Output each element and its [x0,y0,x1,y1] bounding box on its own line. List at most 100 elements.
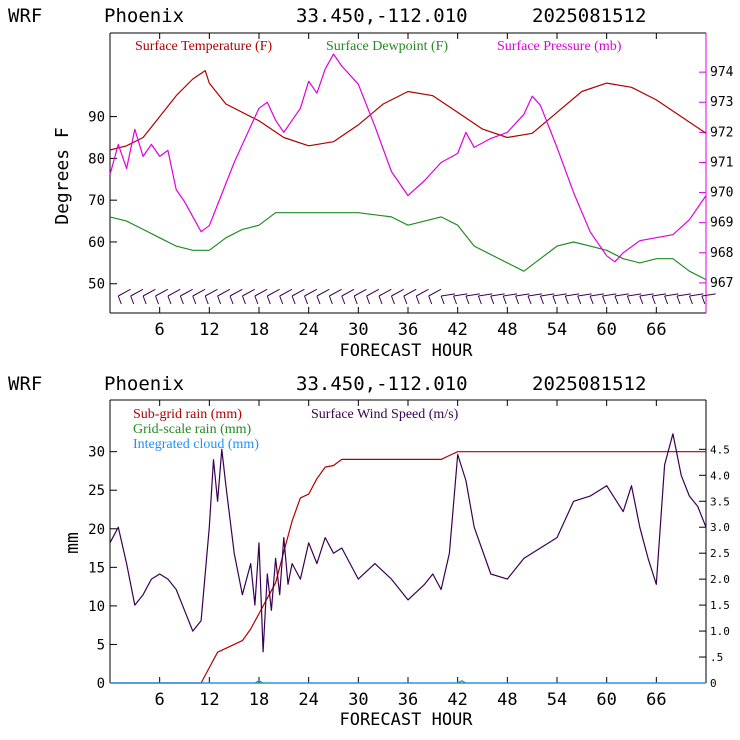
wind-barb-flag [229,295,234,305]
wind-barb [552,293,567,297]
wind-barb-flag [217,295,222,305]
x-tick-label: 36 [398,320,418,340]
wind-barb-flag [167,295,172,305]
wind-barb-flag [328,295,333,305]
wind-barb-flag [155,295,159,305]
wind-barb [155,288,169,297]
wind-barb-flag [527,295,532,305]
y-tick-label: 25 [88,483,105,499]
wind-barb [229,288,243,297]
wind-barb-flag [515,295,520,305]
legend-pressure: Surface Pressure (mb) [497,39,622,54]
y-tick-label: 30 [88,445,105,461]
legend-integrated-cloud: Integrated cloud (mm) [133,437,259,452]
x-tick-label: 12 [199,690,219,710]
wind-barb-flag [378,295,383,305]
wind-barb-flag [676,295,681,305]
y2-tick-label: 974 [710,65,734,80]
wind-barb [465,293,480,297]
wind-barb-flag [204,295,209,305]
wind-barb-flag [266,295,271,305]
y2-tick-label: 970 [710,186,733,201]
wind-barb-flag [341,295,346,305]
wind-barb [279,288,293,297]
wind-barb-flag [428,295,433,305]
x-tick-label: 54 [547,320,567,340]
wind-barb-flag [564,295,569,305]
y2-tick-label: 968 [710,246,733,261]
panel-surface: 6 12 18 24 30 36 42 48 54 60 66 50 60 70 80 90 967 968 969… [88,32,734,340]
y2-tick-label: 2.0 [710,573,730,586]
x-tick-label: 42 [447,320,467,340]
x-tick-label: 66 [646,690,666,710]
wind-barb [428,288,442,297]
y2-tick-label: 1.5 [710,599,730,612]
x-tick-label: 54 [547,690,567,710]
y-tick-label: 5 [97,637,105,653]
wind-barb [118,288,131,297]
x-tick-label: 66 [646,320,666,340]
y2-tick-label: 971 [710,155,733,170]
wind-barb [291,288,305,297]
wind-barb-flag [626,295,631,305]
wind-barb [676,293,691,297]
top-header-station: Phoenix [104,5,184,27]
series-surface-dewpoint [109,212,707,281]
wind-barb-flag [403,295,408,305]
wind-barb [267,288,280,297]
x-tick-label: 24 [298,320,318,340]
wind-barb-flag [664,295,669,305]
wind-barb [130,288,144,297]
wind-barb [577,293,592,297]
wind-barb-flag [415,295,420,305]
x-tick-label: 18 [249,690,269,710]
wind-barb [242,288,255,297]
y-tick-label: 70 [88,193,105,209]
x-tick-label: 42 [447,690,467,710]
x-tick-label: 60 [596,320,616,340]
wind-barb [329,288,342,297]
wind-barb [217,288,231,297]
wind-barb [701,293,716,297]
legend-gridscale-rain: Grid-scale rain (mm) [133,422,252,437]
bottom-header-station: Phoenix [104,373,184,395]
wind-barb [639,293,654,297]
top-header-model: WRF [8,5,42,27]
wind-barb [664,293,679,297]
y2-tick-label: 0 [710,677,717,690]
wind-barb [142,288,156,297]
y-tick-label: 50 [88,277,105,293]
wind-barb [527,293,542,297]
wind-barb [254,288,268,297]
x-tick-label: 18 [249,320,269,340]
wind-barb-flag [279,295,284,305]
y-tick-label: 20 [88,522,105,538]
wind-barb-flag [130,295,135,305]
x-tick-label: 6 [155,690,165,710]
wind-barb [167,288,181,297]
y-tick-label: 0 [97,676,105,692]
wind-barb-flag [701,295,706,305]
wind-barb-flag [577,295,582,305]
y-tick-label: 15 [88,560,105,576]
wind-barb-flag [589,295,594,305]
wind-barb-flag [117,295,122,305]
wind-barb [689,293,704,297]
wind-barb-flag [353,295,358,305]
wind-barb [180,288,193,297]
wind-barb-flag [639,295,644,305]
x-tick-label: 6 [155,320,165,340]
x-tick-label: 48 [497,320,517,340]
wind-barb [627,293,642,297]
wind-barb [192,288,206,297]
wind-barb [614,293,629,297]
wind-barb [652,293,667,297]
x-tick-label: 30 [348,320,368,340]
wind-barb [503,293,518,297]
y-tick-label: 90 [88,110,105,126]
wind-barb [403,288,417,297]
wind-barb-flag [241,295,246,305]
legend-temperature: Surface Temperature (F) [135,39,272,54]
y2-tick-label: 1.0 [710,625,730,638]
wind-barb-flag [291,295,296,305]
